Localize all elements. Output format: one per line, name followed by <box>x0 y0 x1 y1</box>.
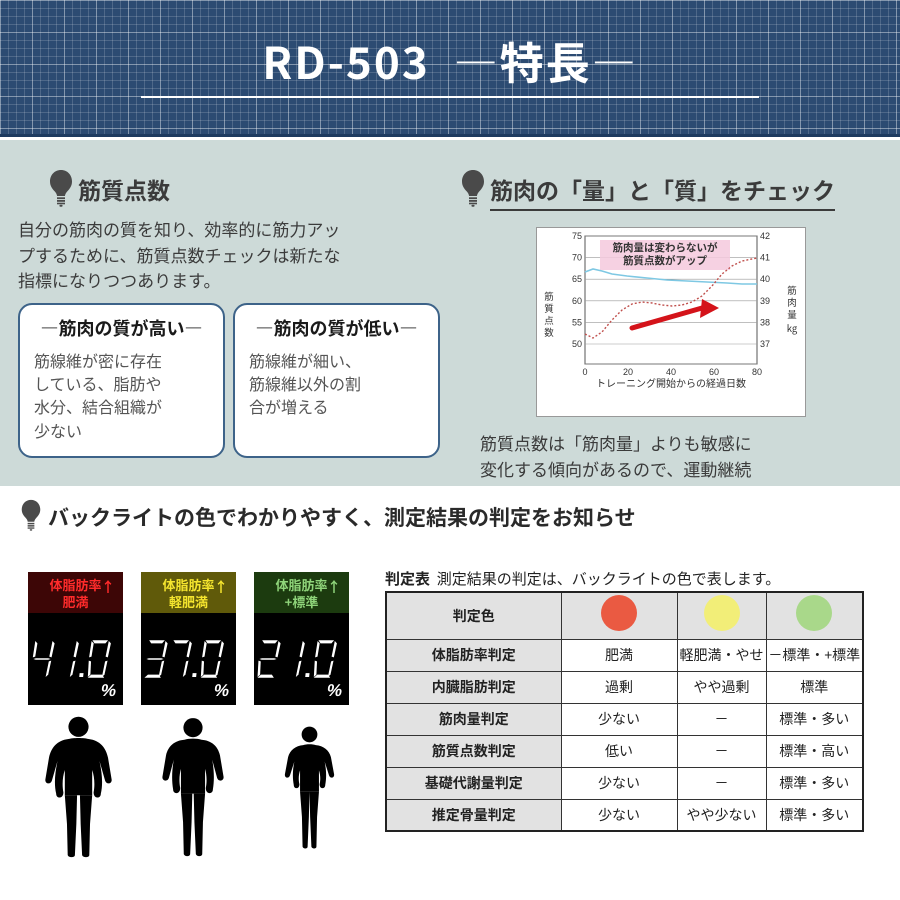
svg-text:70: 70 <box>572 253 582 263</box>
svg-text:38: 38 <box>760 317 770 327</box>
svg-text:39: 39 <box>760 296 770 306</box>
svg-text:筋質点数がアップ: 筋質点数がアップ <box>623 253 707 268</box>
svg-text:量: 量 <box>787 307 797 321</box>
svg-text:0: 0 <box>582 367 587 377</box>
svg-text:40: 40 <box>760 274 770 284</box>
svg-text:55: 55 <box>572 317 582 327</box>
svg-text:75: 75 <box>572 231 582 241</box>
svg-text:80: 80 <box>752 367 762 377</box>
svg-text:65: 65 <box>572 274 582 284</box>
svg-text:41: 41 <box>760 253 770 263</box>
svg-text:37: 37 <box>760 339 770 349</box>
svg-text:数: 数 <box>544 325 554 339</box>
svg-text:60: 60 <box>572 296 582 306</box>
svg-text:42: 42 <box>760 231 770 241</box>
svg-text:50: 50 <box>572 339 582 349</box>
svg-text:トレーニング開始からの経過日数: トレーニング開始からの経過日数 <box>596 375 746 390</box>
svg-text:kg: kg <box>787 321 798 335</box>
